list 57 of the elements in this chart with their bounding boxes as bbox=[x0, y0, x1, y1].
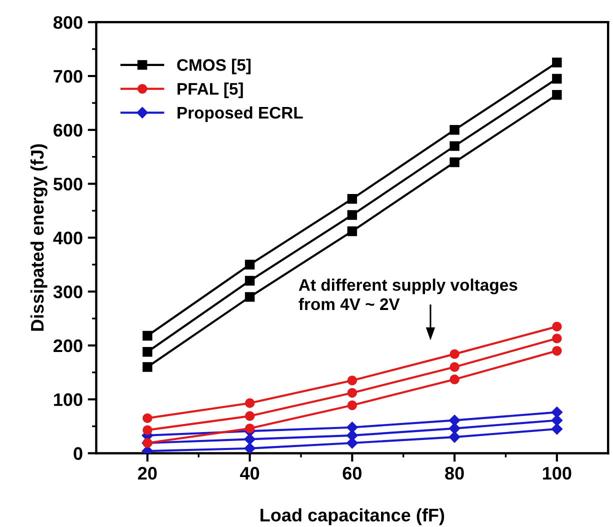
point bbox=[450, 125, 460, 135]
point bbox=[142, 347, 152, 357]
point bbox=[551, 414, 563, 426]
x-tick-label: 20 bbox=[138, 466, 157, 480]
point bbox=[552, 58, 562, 68]
legend-label: PFAL [5] bbox=[178, 82, 243, 98]
point bbox=[244, 411, 255, 421]
point bbox=[551, 423, 563, 435]
point bbox=[552, 346, 562, 356]
y-tick-label: 200 bbox=[54, 339, 82, 352]
point bbox=[552, 74, 562, 84]
point bbox=[347, 194, 358, 204]
point bbox=[448, 422, 460, 434]
point bbox=[450, 157, 460, 168]
x-tick-label: 80 bbox=[445, 466, 464, 480]
point bbox=[448, 431, 460, 443]
x-tick-label: 40 bbox=[240, 466, 260, 480]
y-tick-label: 600 bbox=[54, 124, 82, 137]
annotation: At different supply voltages from 4V ~ 2V bbox=[298, 278, 518, 310]
point bbox=[450, 349, 460, 359]
y-tick-label: 100 bbox=[54, 393, 82, 406]
y-axis-title: Dissipated energy (fJ) bbox=[30, 144, 48, 331]
point bbox=[244, 276, 255, 286]
point bbox=[244, 292, 255, 302]
legend-label: CMOS [5] bbox=[177, 58, 251, 74]
point bbox=[142, 330, 152, 341]
point bbox=[244, 442, 256, 454]
point bbox=[347, 388, 358, 398]
point bbox=[552, 90, 562, 100]
point bbox=[450, 374, 460, 384]
y-tick-label: 0 bbox=[74, 447, 82, 460]
point bbox=[244, 260, 255, 270]
point bbox=[347, 376, 358, 386]
point bbox=[552, 334, 562, 344]
point bbox=[346, 422, 358, 433]
y-tick-label: 500 bbox=[53, 178, 82, 191]
point bbox=[142, 425, 152, 435]
x-axis-title: Load capacitance (fF) bbox=[260, 508, 444, 526]
point bbox=[552, 322, 562, 332]
y-tick-label: 400 bbox=[53, 232, 82, 244]
point bbox=[347, 210, 358, 220]
point bbox=[450, 141, 460, 151]
x-tick-label: 60 bbox=[342, 466, 362, 480]
point bbox=[347, 400, 358, 410]
point bbox=[142, 413, 152, 424]
y-tick-label: 800 bbox=[54, 16, 82, 29]
x-tick-label: 100 bbox=[542, 466, 572, 480]
point bbox=[347, 226, 358, 236]
point bbox=[142, 362, 152, 372]
point bbox=[244, 424, 255, 434]
legend-label: Proposed ECRL bbox=[178, 106, 303, 122]
point bbox=[244, 398, 255, 408]
point bbox=[450, 362, 460, 372]
y-tick-label: 700 bbox=[54, 70, 82, 83]
y-tick-label: 300 bbox=[53, 285, 82, 298]
point bbox=[448, 414, 460, 426]
point bbox=[551, 406, 563, 418]
